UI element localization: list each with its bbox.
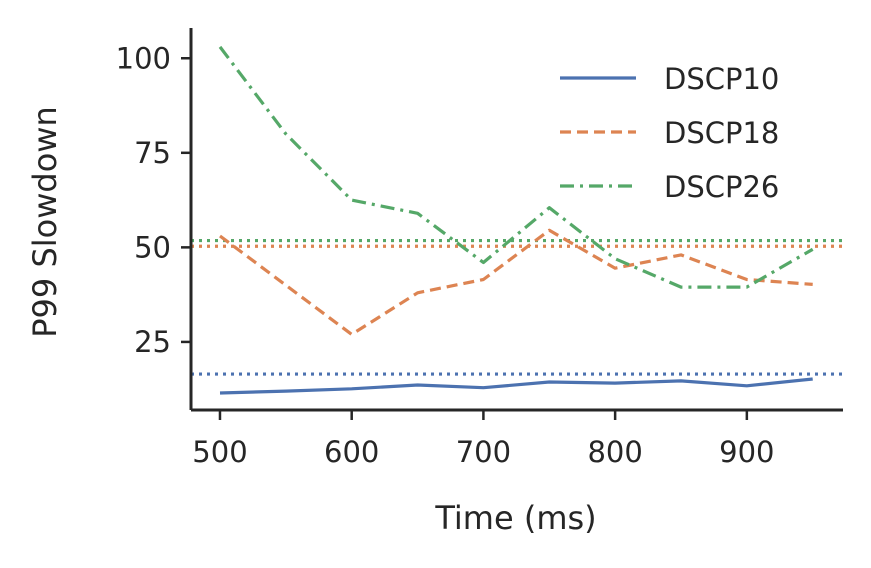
reference-lines (191, 238, 843, 376)
y-tick-label: 25 (134, 325, 171, 359)
x-tick-label: 800 (587, 435, 642, 469)
legend-label-dscp10: DSCP10 (664, 62, 779, 96)
x-axis-ticks: 500 600 700 800 900 (192, 410, 775, 469)
axes (189, 28, 843, 412)
legend: DSCP10 DSCP18 DSCP26 (560, 62, 779, 204)
x-tick-label: 500 (192, 435, 247, 469)
series-line-dscp26 (218, 45, 814, 289)
x-tick-label: 900 (719, 435, 774, 469)
y-tick-label: 100 (116, 41, 171, 75)
series-line-dscp10 (219, 377, 813, 395)
series-lines (218, 45, 814, 395)
y-tick-label: 75 (134, 136, 171, 170)
series-line-dscp18 (219, 228, 813, 336)
legend-label-dscp26: DSCP26 (664, 170, 779, 204)
x-tick-label: 600 (324, 435, 379, 469)
y-axis-label: P99 Slowdown (26, 106, 64, 337)
x-tick-label: 700 (456, 435, 511, 469)
y-tick-label: 50 (134, 230, 171, 264)
legend-label-dscp18: DSCP18 (664, 116, 779, 150)
y-axis-ticks: 25 50 75 100 (116, 41, 191, 359)
x-axis-label: Time (ms) (434, 499, 596, 537)
